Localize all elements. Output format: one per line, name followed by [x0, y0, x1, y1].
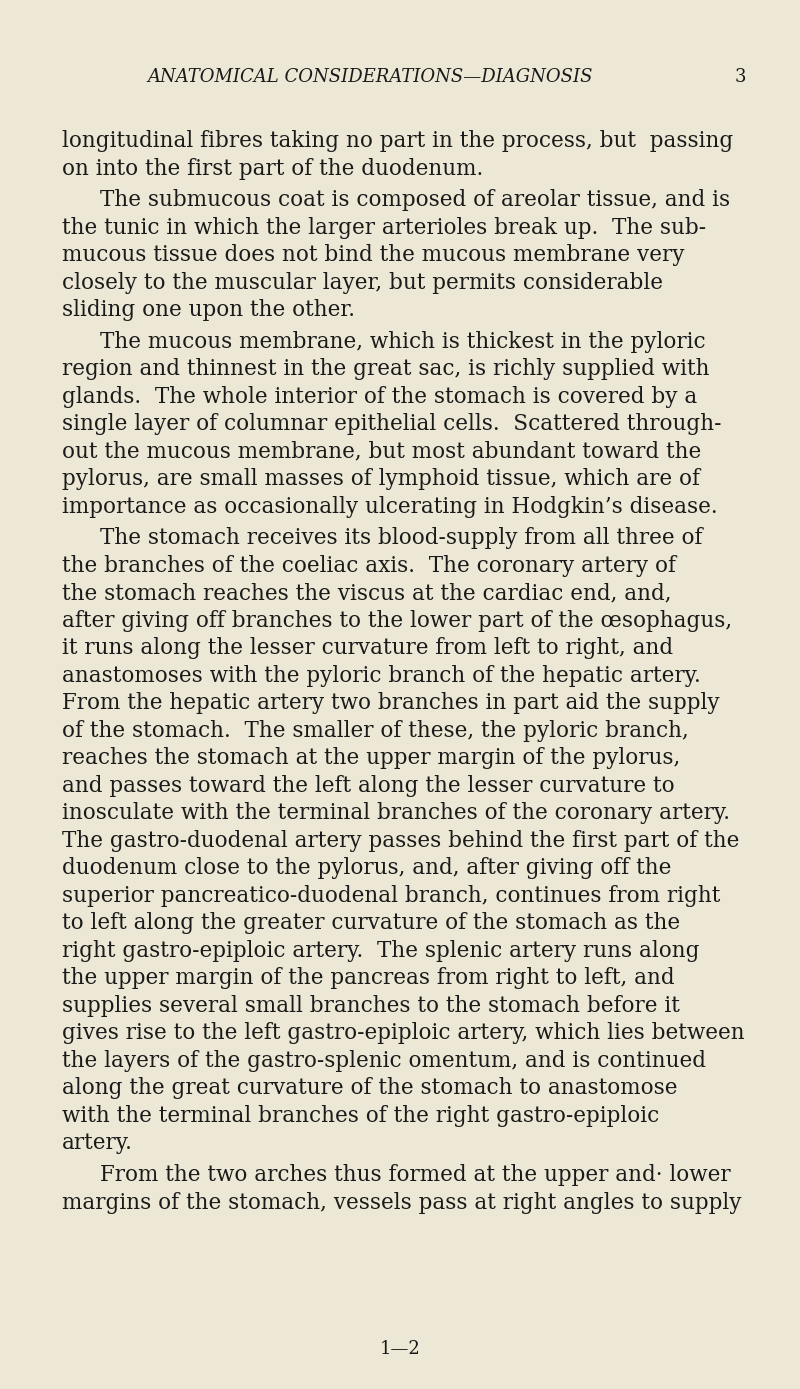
Text: sliding one upon the other.: sliding one upon the other.: [62, 299, 355, 321]
Text: the stomach reaches the viscus at the cardiac end, and,: the stomach reaches the viscus at the ca…: [62, 582, 671, 604]
Text: superior pancreatico-duodenal branch, continues from right: superior pancreatico-duodenal branch, co…: [62, 885, 720, 907]
Text: the upper margin of the pancreas from right to left, and: the upper margin of the pancreas from ri…: [62, 967, 674, 989]
Text: The submucous coat is composed of areolar tissue, and is: The submucous coat is composed of areola…: [100, 189, 730, 211]
Text: From the hepatic artery two branches in part aid the supply: From the hepatic artery two branches in …: [62, 692, 720, 714]
Text: longitudinal fibres taking no part in the process, but  passing: longitudinal fibres taking no part in th…: [62, 131, 734, 151]
Text: along the great curvature of the stomach to anastomose: along the great curvature of the stomach…: [62, 1078, 678, 1099]
Text: the tunic in which the larger arterioles break up.  The sub-: the tunic in which the larger arterioles…: [62, 217, 706, 239]
Text: margins of the stomach, vessels pass at right angles to supply: margins of the stomach, vessels pass at …: [62, 1192, 742, 1214]
Text: closely to the muscular layer, but permits considerable: closely to the muscular layer, but permi…: [62, 272, 663, 293]
Text: region and thinnest in the great sac, is richly supplied with: region and thinnest in the great sac, is…: [62, 358, 710, 381]
Text: gives rise to the left gastro-epiploic artery, which lies between: gives rise to the left gastro-epiploic a…: [62, 1022, 745, 1045]
Text: artery.: artery.: [62, 1132, 133, 1154]
Text: single layer of columnar epithelial cells.  Scattered through-: single layer of columnar epithelial cell…: [62, 414, 722, 435]
Text: of the stomach.  The smaller of these, the pyloric branch,: of the stomach. The smaller of these, th…: [62, 720, 689, 742]
Text: 3: 3: [735, 68, 746, 86]
Text: mucous tissue does not bind the mucous membrane very: mucous tissue does not bind the mucous m…: [62, 244, 685, 267]
Text: duodenum close to the pylorus, and, after giving off the: duodenum close to the pylorus, and, afte…: [62, 857, 671, 879]
Text: importance as occasionally ulcerating in Hodgkin’s disease.: importance as occasionally ulcerating in…: [62, 496, 718, 518]
Text: out the mucous membrane, but most abundant toward the: out the mucous membrane, but most abunda…: [62, 440, 702, 463]
Text: to left along the greater curvature of the stomach as the: to left along the greater curvature of t…: [62, 913, 680, 935]
Text: inosculate with the terminal branches of the coronary artery.: inosculate with the terminal branches of…: [62, 803, 730, 825]
Text: supplies several small branches to the stomach before it: supplies several small branches to the s…: [62, 995, 680, 1017]
Text: glands.  The whole interior of the stomach is covered by a: glands. The whole interior of the stomac…: [62, 386, 698, 408]
Text: with the terminal branches of the right gastro-epiploic: with the terminal branches of the right …: [62, 1104, 659, 1126]
Text: anastomoses with the pyloric branch of the hepatic artery.: anastomoses with the pyloric branch of t…: [62, 665, 701, 688]
Text: on into the first part of the duodenum.: on into the first part of the duodenum.: [62, 157, 483, 179]
Text: the branches of the coeliac axis.  The coronary artery of: the branches of the coeliac axis. The co…: [62, 554, 676, 576]
Text: reaches the stomach at the upper margin of the pylorus,: reaches the stomach at the upper margin …: [62, 747, 680, 770]
Text: 1—2: 1—2: [380, 1340, 420, 1358]
Text: ANATOMICAL CONSIDERATIONS—DIAGNOSIS: ANATOMICAL CONSIDERATIONS—DIAGNOSIS: [147, 68, 593, 86]
Text: The mucous membrane, which is thickest in the pyloric: The mucous membrane, which is thickest i…: [100, 331, 706, 353]
Text: it runs along the lesser curvature from left to right, and: it runs along the lesser curvature from …: [62, 638, 673, 660]
Text: From the two arches thus formed at the upper and· lower: From the two arches thus formed at the u…: [100, 1164, 730, 1186]
Text: The gastro-duodenal artery passes behind the first part of the: The gastro-duodenal artery passes behind…: [62, 829, 739, 851]
Text: right gastro-epiploic artery.  The splenic artery runs along: right gastro-epiploic artery. The spleni…: [62, 940, 699, 961]
Text: after giving off branches to the lower part of the œsophagus,: after giving off branches to the lower p…: [62, 610, 732, 632]
Text: pylorus, are small masses of lymphoid tissue, which are of: pylorus, are small masses of lymphoid ti…: [62, 468, 700, 490]
Text: the layers of the gastro-splenic omentum, and is continued: the layers of the gastro-splenic omentum…: [62, 1050, 706, 1072]
Text: The stomach receives its blood-supply from all three of: The stomach receives its blood-supply fr…: [100, 528, 702, 550]
Text: and passes toward the left along the lesser curvature to: and passes toward the left along the les…: [62, 775, 674, 797]
